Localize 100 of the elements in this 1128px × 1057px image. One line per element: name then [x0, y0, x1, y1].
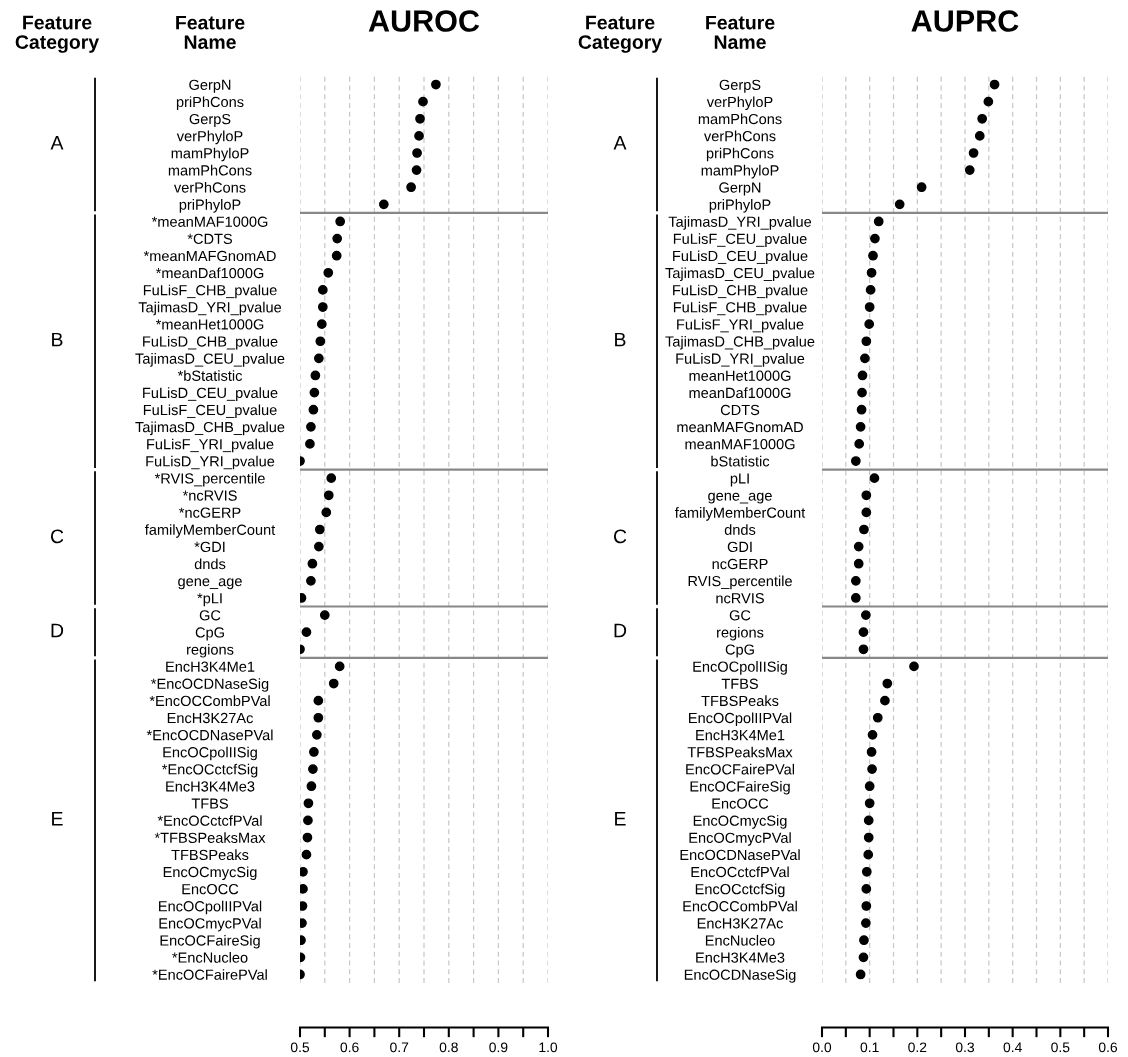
y-tick-label: FuLisD_CHB_pvalue: [673, 284, 808, 299]
y-tick-label: TajimasD_CEU_pvalue: [665, 267, 815, 282]
x-tick-label: 0.6: [1098, 1042, 1118, 1053]
point: [378, 199, 389, 210]
y-tick-label: EncH3K27Ac: [697, 918, 783, 929]
y-tick-label: *TFBSPeaksMax: [154, 832, 266, 843]
x-tick-label: 1.0: [539, 1042, 558, 1053]
point: [302, 832, 313, 843]
chart-title: AUPRC: [911, 10, 1019, 32]
point: [850, 593, 861, 603]
point: [309, 747, 319, 757]
point: [310, 370, 321, 381]
y-tick-label: verPhCons: [703, 130, 776, 142]
y-tick-label: FuLisD_YRI_pvalue: [146, 455, 275, 470]
text: E: [615, 812, 626, 826]
point: [864, 319, 875, 330]
point: [314, 524, 325, 535]
y-tick-label: meanMAFGnomAD: [677, 421, 803, 433]
y-tick-label: *GDI: [194, 541, 225, 553]
point: [866, 267, 877, 278]
text: B: [615, 332, 626, 347]
point: [861, 866, 872, 877]
point: [313, 353, 324, 364]
y-tick-label: TajimasD_CHB_pvalue: [665, 335, 815, 350]
x-tick-label: 0.3: [955, 1042, 975, 1053]
y-tick-label: GerpS: [189, 113, 231, 128]
y-tick-label: *bStatistic: [177, 370, 243, 381]
point: [865, 285, 876, 295]
y-tick-label: GerpS: [719, 79, 761, 93]
point: [855, 421, 866, 432]
y-tick-label: FuLisF_YRI_pvalue: [677, 318, 804, 333]
y-tick-label: EncOCpolIISig: [693, 661, 787, 675]
y-tick-label: *RVIS_percentile: [154, 472, 265, 487]
point: [326, 473, 337, 484]
text: B: [52, 332, 63, 347]
point: [323, 267, 334, 278]
y-tick-label: mamPhyloP: [171, 147, 249, 162]
point: [300, 918, 307, 928]
y-tick-label: FuLisD_CHB_pvalue: [143, 335, 278, 350]
y-tick-label: priPhyloP: [179, 199, 241, 213]
y-tick-label: EncOCFairePVal: [686, 763, 795, 775]
point: [853, 558, 864, 569]
point: [431, 79, 441, 90]
y-tick-label: bStatistic: [711, 455, 770, 467]
point: [983, 96, 994, 107]
point: [313, 541, 324, 552]
y-tick-label: FuLisF_CEU_pvalue: [143, 404, 277, 419]
y-tick-label: TajimasD_YRI_pvalue: [138, 301, 282, 316]
y-tick-label: EncOCC: [182, 883, 239, 895]
point: [307, 558, 318, 569]
y-tick-label: TFBS: [721, 678, 758, 689]
y-tick-label: gene_age: [708, 492, 772, 504]
y-tick-label: *ncGERP: [179, 507, 241, 518]
point: [872, 712, 883, 723]
point: [306, 421, 316, 432]
y-tick-label: EncOCpolIISig: [163, 746, 257, 761]
y-tick-label: EncOCpolIIPVal: [159, 900, 262, 915]
y-axis-title: Feature Name: [706, 15, 775, 49]
point: [335, 216, 346, 227]
point: [861, 490, 872, 501]
y-tick-label: regions: [717, 626, 764, 641]
point: [909, 661, 919, 672]
y-tick-label: FuLisF_CHB_pvalue: [673, 301, 807, 316]
point: [300, 593, 307, 603]
point: [867, 764, 877, 774]
text: D: [51, 623, 64, 638]
point: [313, 695, 324, 706]
y-tick-label: *meanMAF1000G: [151, 216, 268, 227]
y-tick-label: EncOCmycSig: [693, 815, 787, 829]
point: [882, 678, 893, 689]
point: [868, 250, 878, 261]
point: [861, 507, 872, 518]
y-tick-label: meanMAF1000G: [685, 439, 795, 450]
point: [859, 524, 869, 535]
y-tick-label: GC: [729, 610, 751, 621]
y-tick-label: FuLisD_CEU_pvalue: [673, 250, 808, 264]
point: [300, 884, 308, 894]
y-tick-label: meanHet1000G: [689, 370, 791, 381]
y-tick-label: FuLisF_YRI_pvalue: [147, 438, 274, 453]
point: [864, 798, 875, 809]
y-tick-label: ncGERP: [712, 558, 768, 570]
legend-title: Feature Category: [578, 15, 663, 53]
x-tick-label: 0.5: [290, 1042, 310, 1053]
y-tick-label: EncOCC: [712, 798, 769, 809]
point: [303, 815, 313, 826]
point: [414, 131, 424, 141]
y-tick-label: *EncOCCombPVal: [149, 695, 270, 707]
point: [306, 575, 316, 586]
x-tick-label: 0.9: [489, 1042, 508, 1053]
y-tick-label: EncOCctcfPVal: [691, 866, 789, 878]
point: [873, 216, 884, 227]
y-tick-label: mamPhCons: [168, 164, 252, 176]
point: [860, 610, 871, 620]
point: [331, 250, 342, 261]
y-tick-label: GC: [199, 610, 221, 621]
y-tick-label: TajimasD_CHB_pvalue: [135, 421, 285, 436]
x-tick-label: 0.7: [390, 1042, 409, 1053]
text: D: [614, 623, 627, 638]
y-tick-label: FuLisD_YRI_pvalue: [676, 353, 805, 367]
text: A: [613, 136, 627, 150]
